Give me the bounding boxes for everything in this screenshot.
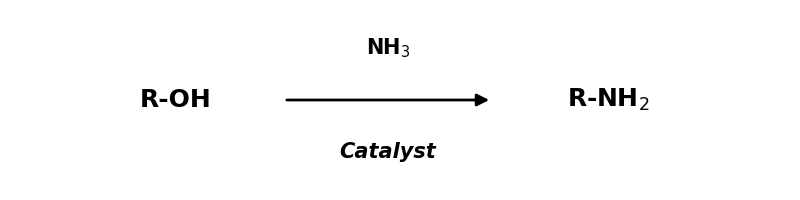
Text: Catalyst: Catalyst — [340, 142, 436, 162]
Text: R-NH$_2$: R-NH$_2$ — [566, 87, 650, 113]
Text: NH$_3$: NH$_3$ — [366, 36, 410, 60]
Text: R-OH: R-OH — [140, 88, 212, 112]
